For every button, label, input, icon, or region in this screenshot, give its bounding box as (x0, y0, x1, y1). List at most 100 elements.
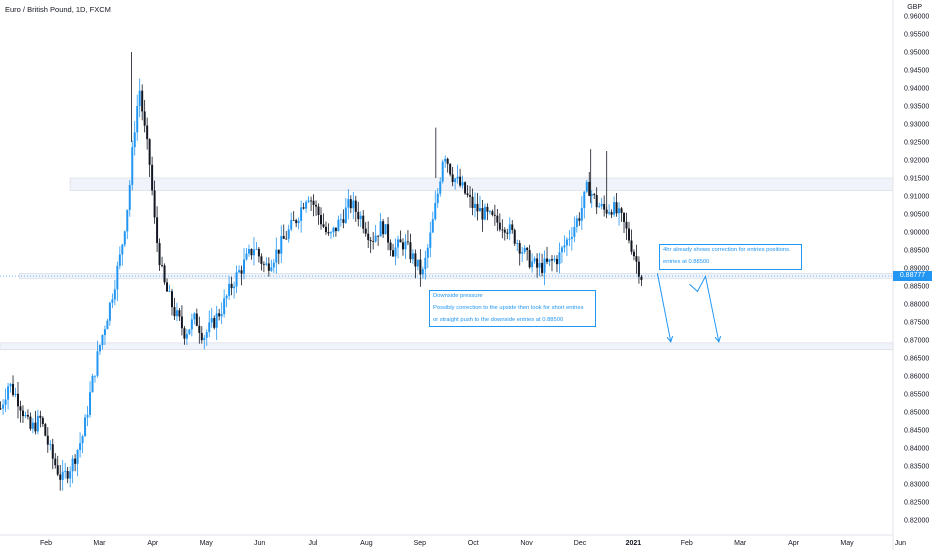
candle-body (354, 200, 357, 212)
candle-body (329, 232, 332, 234)
candle-body (332, 227, 335, 233)
candle-body (39, 415, 42, 418)
candle-body (416, 259, 419, 267)
last-price-tag: 0.88777 (893, 271, 932, 281)
candle-body (399, 239, 402, 243)
candle-body (436, 193, 439, 204)
candle-body (409, 242, 412, 260)
candle-body (218, 313, 221, 317)
time-tick-label: Jun (254, 540, 265, 547)
candle-body (54, 458, 57, 466)
candle-body (478, 208, 481, 212)
candle-body (238, 270, 241, 273)
candle-body (287, 229, 290, 239)
candle-body (449, 163, 452, 175)
candle-body (357, 211, 360, 220)
candle-body (424, 257, 427, 270)
candle-body (151, 164, 154, 191)
candle-body (563, 245, 566, 248)
candle-body (342, 219, 345, 223)
candle-body (593, 194, 596, 196)
candle-body (625, 221, 628, 229)
candle-body (173, 307, 176, 317)
note-bottom[interactable]: Downside pressure Possibly correction to… (429, 290, 596, 328)
note-top-line-1: 4hr already shows correction for entries… (663, 247, 791, 253)
candle-body (36, 415, 39, 432)
candle-body (518, 243, 521, 254)
price-tick-label: 0.90000 (904, 230, 929, 237)
candle-body (260, 256, 263, 264)
price-tick-label: 0.82000 (904, 518, 929, 525)
zone-3 (0, 342, 894, 351)
time-tick-label: Nov (520, 540, 533, 547)
candle-body (297, 220, 300, 224)
candles (0, 52, 893, 491)
candle-body (608, 212, 611, 214)
candle-body (81, 436, 84, 444)
candle-body (595, 195, 598, 208)
candle-body (106, 320, 109, 330)
candle-body (123, 231, 126, 245)
candle-body (585, 181, 588, 192)
candle-body (464, 182, 467, 194)
candle-body (272, 262, 275, 268)
candle-body (230, 283, 233, 289)
candle-body (362, 215, 365, 229)
candle-body (257, 248, 260, 257)
candle-body (379, 221, 382, 237)
candle-body (565, 239, 568, 246)
candle-body (315, 204, 318, 207)
candle-body (46, 435, 49, 445)
candle-body (143, 111, 146, 126)
candle-body (74, 458, 77, 464)
time-tick-label: Jun (895, 540, 906, 547)
candle-body (474, 203, 477, 209)
candle-body (414, 253, 417, 267)
candle-body (126, 209, 129, 232)
candle-body (16, 393, 19, 407)
candle-body (506, 232, 509, 234)
time-axis: Feb Mar Apr May Jun Jul Aug Sep Oct Nov Dec 2021 Feb… (40, 540, 906, 547)
price-tick-label: 0.82500 (904, 500, 929, 507)
candle-body (12, 383, 15, 395)
note-top[interactable]: 4hr already shows correction for entries… (659, 244, 802, 270)
price-tick-label: 0.85000 (904, 410, 929, 417)
candle-body (108, 302, 111, 321)
candle-body (170, 291, 173, 308)
candle-body (178, 310, 181, 317)
candle-body (578, 218, 581, 221)
price-tick-label: 0.89500 (904, 248, 929, 255)
candle-body (31, 422, 34, 429)
candle-body (491, 211, 494, 215)
candle-body (439, 181, 442, 194)
candle-body (573, 226, 576, 237)
time-tick-label: Feb (681, 540, 693, 547)
candle-body (630, 240, 633, 252)
candle-body (203, 337, 206, 341)
candle-body (392, 250, 395, 257)
candle-body (71, 458, 74, 472)
candle-body (84, 417, 87, 437)
candle-body (503, 229, 506, 233)
candle-body (429, 232, 432, 248)
candle-body (305, 201, 308, 209)
candle-body (295, 220, 298, 224)
candle-body (555, 258, 558, 265)
candle-body (419, 259, 422, 275)
candle-body (198, 325, 201, 333)
candle-body (166, 282, 169, 292)
candle-body (210, 318, 213, 323)
candle-body (511, 224, 514, 230)
candle-body (550, 259, 553, 261)
candle-body (570, 236, 573, 239)
candle-body (446, 158, 449, 164)
price-tick-label: 0.92500 (904, 140, 929, 147)
candle-body (541, 262, 544, 273)
candle-body (188, 329, 191, 335)
candle-body (223, 298, 226, 315)
candle-body (324, 226, 327, 233)
note-bottom-line-1: Downside pressure (433, 293, 483, 299)
candle-body (623, 212, 626, 222)
candle-body (148, 139, 151, 165)
